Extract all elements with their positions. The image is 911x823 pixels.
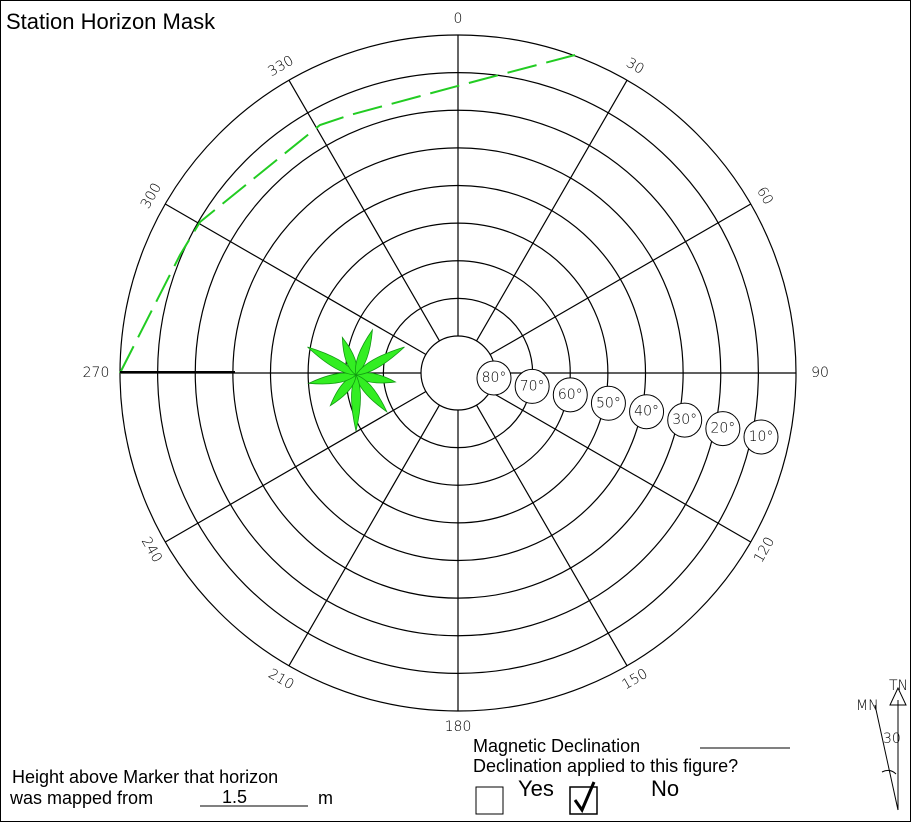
- spoke: [475, 404, 628, 667]
- declination-label: Magnetic Declination: [473, 736, 640, 756]
- spoke: [164, 390, 427, 543]
- tn-label: TN: [889, 678, 908, 694]
- azimuth-label: 180: [445, 719, 472, 735]
- elevation-label: 50°: [596, 395, 621, 411]
- spoke: [288, 404, 441, 667]
- elevation-label: 80°: [482, 370, 507, 386]
- height-line2: was mapped from: [9, 788, 153, 808]
- elevation-marker: [476, 360, 512, 396]
- spoke: [164, 203, 427, 356]
- elevation-label: 40°: [634, 404, 659, 420]
- elevation-marker: [552, 377, 588, 413]
- mn-label: MN: [856, 698, 879, 714]
- no-label: No: [651, 776, 679, 801]
- elevation-marker: [705, 411, 741, 447]
- height-value: 1.5: [222, 787, 247, 807]
- horizon-line: [119, 54, 576, 374]
- yes-label: Yes: [518, 776, 554, 801]
- tree-icon: [307, 328, 405, 432]
- elevation-label: 30°: [672, 412, 697, 428]
- leaf: [351, 374, 361, 432]
- check-mark: [573, 781, 596, 814]
- yes-checkbox[interactable]: [475, 786, 504, 815]
- elevation-marker: [514, 368, 550, 404]
- height-line1: Height above Marker that horizon: [12, 767, 278, 787]
- title: Station Horizon Mask: [6, 9, 216, 34]
- spoke: [288, 79, 441, 342]
- spoke: [475, 79, 628, 342]
- declination-question: Declination applied to this figure?: [473, 756, 738, 776]
- polar-plot: 030609012015018021024027030033080°70°60°…: [83, 11, 829, 735]
- azimuth-label: 30: [623, 55, 646, 78]
- elevation-label: 60°: [558, 387, 583, 403]
- azimuth-label: 60: [753, 184, 776, 207]
- azimuth-label: 90: [811, 365, 829, 381]
- azimuth-label: 0: [454, 11, 463, 27]
- elevation-marker: [743, 419, 779, 455]
- elevation-label: 70°: [520, 378, 545, 394]
- elevation-marker: [667, 402, 703, 438]
- azimuth-label: 270: [83, 365, 110, 381]
- spoke: [489, 203, 752, 356]
- leaf: [355, 346, 405, 376]
- north-arrow: TN MN 30: [856, 678, 908, 811]
- height-unit: m: [318, 788, 333, 808]
- no-checkbox[interactable]: [569, 786, 598, 815]
- elevation-marker: [590, 385, 626, 421]
- spoke: [489, 390, 752, 543]
- angle-label: 30: [883, 731, 901, 747]
- elevation-label: 10°: [749, 429, 774, 445]
- elevation-label: 20°: [710, 421, 735, 437]
- elevation-marker: [629, 394, 665, 430]
- leaf: [307, 346, 357, 376]
